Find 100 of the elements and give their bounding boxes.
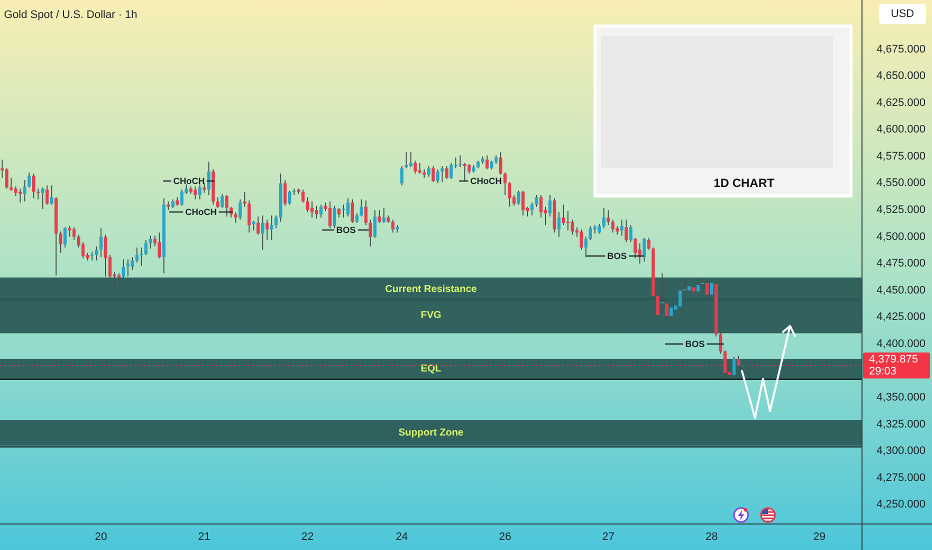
candlestick xyxy=(346,198,350,217)
candlestick xyxy=(238,198,242,220)
candlestick xyxy=(248,200,251,234)
candlestick xyxy=(427,166,430,178)
candlestick xyxy=(562,204,566,226)
candlestick xyxy=(642,237,646,262)
candlestick xyxy=(306,196,310,213)
candlestick xyxy=(400,166,404,186)
y-tick-label: 4,650.000 xyxy=(876,70,926,82)
candlestick xyxy=(440,166,444,183)
candlestick xyxy=(126,258,130,277)
candlestick xyxy=(486,154,489,170)
candlestick xyxy=(723,350,727,380)
candlestick xyxy=(445,166,448,180)
candlestick xyxy=(252,220,256,231)
y-tick-label: 4,400.000 xyxy=(876,338,926,350)
y-tick-label: 4,600.000 xyxy=(876,124,926,136)
band-label: Support Zone xyxy=(398,427,464,438)
candlestick xyxy=(391,219,394,234)
candlestick xyxy=(598,223,601,234)
candlestick xyxy=(432,166,435,183)
candlestick xyxy=(314,205,318,220)
y-tick-label: 4,575.000 xyxy=(876,150,926,162)
candlestick xyxy=(696,282,700,294)
candlestick xyxy=(68,226,72,238)
candlestick xyxy=(665,300,668,320)
y-tick-label: 4,525.000 xyxy=(876,204,926,216)
candlestick xyxy=(266,219,269,241)
candlestick xyxy=(216,196,220,208)
x-tick-label: 29 xyxy=(813,531,826,543)
candlestick xyxy=(261,214,264,250)
candlestick xyxy=(41,187,44,210)
ref-line-label: 4,379.875 29:03 xyxy=(869,354,918,378)
candlestick xyxy=(104,234,108,277)
candlestick xyxy=(732,356,736,380)
y-tick-label: 4,275.000 xyxy=(876,472,926,484)
candlestick xyxy=(328,200,332,229)
candlestick xyxy=(28,172,31,188)
candlestick xyxy=(63,226,67,248)
band-label: FVG xyxy=(420,310,442,322)
candlestick xyxy=(584,236,588,258)
candlestick xyxy=(534,194,538,208)
band-label: EQL xyxy=(420,364,442,375)
candlestick xyxy=(660,272,664,314)
candlestick xyxy=(130,256,134,271)
text: Gold Spot / U.S. Dollar · 1h xyxy=(4,9,138,21)
y-tick-label: 4,625.000 xyxy=(876,96,926,109)
x-tick-label: 22 xyxy=(301,531,314,543)
x-tick-label: 24 xyxy=(396,531,408,543)
candlestick xyxy=(602,207,606,229)
candlestick xyxy=(274,214,278,229)
candlestick xyxy=(99,228,103,258)
candlestick xyxy=(220,193,224,208)
candlestick xyxy=(158,232,161,259)
x-tick-label: 21 xyxy=(198,531,210,543)
candlestick xyxy=(360,198,364,217)
y-tick-label: 4,550.000 xyxy=(876,177,926,190)
candlestick xyxy=(32,173,36,199)
candlestick xyxy=(736,355,740,370)
annotation: 1D CHART xyxy=(714,176,775,190)
candlestick xyxy=(301,189,305,204)
y-axis-title: USD xyxy=(890,8,914,20)
candlestick xyxy=(122,258,126,280)
candlestick xyxy=(378,210,381,224)
candlestick xyxy=(508,182,512,208)
candlestick xyxy=(72,226,76,241)
annotation: CHoCH xyxy=(470,176,502,186)
candlestick xyxy=(498,152,502,176)
candlestick xyxy=(144,240,148,256)
annotation: BOS xyxy=(685,339,705,349)
candlestick xyxy=(710,280,714,296)
annotation: CHoCH xyxy=(185,207,217,217)
candlestick xyxy=(436,168,440,184)
candlestick xyxy=(624,219,628,243)
candlestick xyxy=(620,219,624,236)
candlestick xyxy=(606,210,610,226)
candlestick xyxy=(350,198,354,224)
candlestick xyxy=(647,237,650,250)
candlestick xyxy=(530,202,534,216)
x-tick-label: 28 xyxy=(705,531,718,543)
candlestick xyxy=(58,230,62,254)
candlestick xyxy=(580,228,584,250)
band-label: Current Resistance xyxy=(385,284,478,295)
candlestick xyxy=(368,219,372,247)
candlestick xyxy=(36,188,40,200)
x-tick-label: 27 xyxy=(602,531,614,543)
candlestick xyxy=(202,182,206,194)
annotation: BOS xyxy=(336,225,356,235)
y-tick-label: 4,450.000 xyxy=(876,284,926,296)
annotation: CHoCH xyxy=(173,176,205,186)
candlestick xyxy=(570,219,574,236)
candlestick xyxy=(355,212,359,224)
annotation: BOS xyxy=(607,251,627,261)
y-tick-label: 4,350.000 xyxy=(876,392,926,404)
candlestick xyxy=(256,216,260,236)
candlestick xyxy=(557,212,561,238)
candlestick xyxy=(692,283,696,294)
candlestick xyxy=(234,212,238,224)
candlestick xyxy=(225,194,228,217)
y-tick-label: 4,250.000 xyxy=(876,498,926,511)
